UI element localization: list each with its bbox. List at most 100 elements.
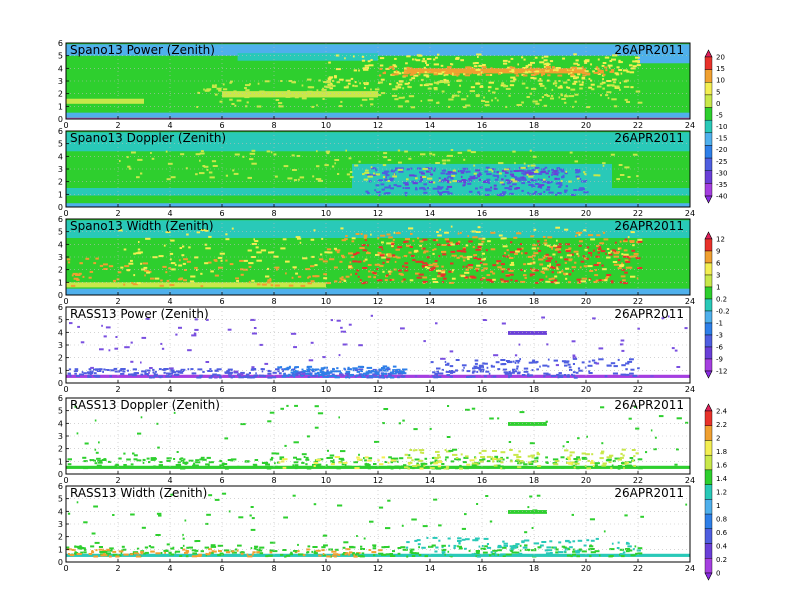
- data-cell: [89, 370, 92, 373]
- data-cell: [469, 275, 475, 278]
- data-cell: [372, 174, 377, 176]
- data-cell: [532, 261, 536, 264]
- data-cell: [625, 260, 631, 263]
- data-cell: [444, 81, 450, 84]
- data-cell: [446, 374, 451, 377]
- data-cell: [113, 367, 118, 370]
- data-cell: [204, 243, 208, 246]
- data-cell: [420, 172, 425, 175]
- data-cell: [349, 176, 354, 179]
- data-cell: [521, 189, 524, 192]
- data-cell: [322, 356, 326, 359]
- data-cell: [556, 266, 559, 269]
- colorbar-label: 1.6: [716, 462, 728, 470]
- data-cell: [214, 376, 218, 379]
- data-cell: [509, 192, 514, 195]
- data-cell: [576, 467, 580, 470]
- data-cell: [315, 178, 322, 181]
- data-cell: [230, 80, 233, 83]
- data-cell: [205, 554, 208, 557]
- data-cell: [584, 173, 587, 176]
- data-cell: [361, 374, 363, 376]
- data-cell: [455, 242, 459, 245]
- data-cell: [633, 255, 638, 258]
- data-cell: [340, 100, 343, 103]
- data-cell: [343, 552, 347, 554]
- data-cell: [433, 498, 438, 501]
- data-cell: [357, 365, 364, 368]
- data-cell: [445, 179, 450, 182]
- data-cell: [120, 368, 126, 370]
- data-cell: [415, 68, 419, 71]
- data-cell: [339, 78, 344, 81]
- data-cell: [350, 273, 352, 276]
- data-cell: [590, 83, 595, 86]
- data-cell: [637, 552, 643, 555]
- data-cell: [623, 461, 627, 464]
- x-tick-label: 0: [63, 121, 68, 130]
- data-cell: [190, 275, 196, 278]
- data-cell: [625, 79, 629, 82]
- data-cell: [571, 373, 573, 376]
- data-cell: [427, 187, 429, 190]
- data-cell: [418, 180, 422, 183]
- data-cell: [273, 153, 277, 156]
- data-cell: [530, 267, 532, 270]
- data-cell: [450, 555, 453, 558]
- data-cell: [133, 458, 138, 461]
- data-cell: [441, 463, 445, 465]
- data-cell: [637, 238, 643, 241]
- data-cell: [637, 327, 640, 330]
- data-cell: [321, 549, 325, 552]
- panel-date: 26APR2011: [614, 307, 684, 321]
- data-cell: [586, 246, 590, 249]
- data-cell: [329, 87, 333, 90]
- data-cell: [362, 67, 367, 70]
- data-cell: [294, 404, 298, 407]
- data-cell: [186, 260, 191, 263]
- data-cell: [103, 268, 108, 270]
- data-cell: [166, 372, 171, 375]
- data-cell: [396, 185, 402, 188]
- data-cell: [205, 318, 209, 321]
- data-cell: [610, 69, 615, 72]
- data-cell: [393, 70, 396, 73]
- x-tick-label: 20: [581, 385, 591, 394]
- data-cell: [231, 227, 234, 230]
- data-cell: [401, 370, 405, 373]
- data-cell: [488, 81, 494, 84]
- data-cell: [296, 155, 301, 157]
- data-cell: [571, 461, 575, 464]
- data-cell: [595, 362, 600, 365]
- data-cell: [216, 87, 222, 90]
- y-tick-label: 5: [58, 52, 63, 61]
- data-cell: [429, 268, 434, 271]
- data-cell: [217, 544, 224, 547]
- x-tick-label: 12: [373, 476, 383, 485]
- data-cell: [575, 175, 580, 178]
- data-cell: [488, 89, 491, 92]
- data-cell: [400, 546, 406, 549]
- x-tick-label: 16: [477, 564, 487, 573]
- data-cell: [534, 72, 540, 75]
- data-cell: [394, 169, 397, 172]
- data-cell: [627, 255, 632, 258]
- data-cell: [326, 555, 331, 558]
- data-cell: [497, 417, 500, 420]
- data-cell: [76, 501, 79, 504]
- data-cell: [547, 170, 550, 173]
- data-cell: [332, 79, 334, 82]
- data-cell: [251, 368, 256, 370]
- data-cell: [455, 359, 460, 361]
- data-cell: [433, 376, 439, 379]
- data-cell: [622, 553, 625, 556]
- data-cell: [471, 553, 477, 556]
- data-cell: [364, 373, 368, 376]
- data-cell: [553, 359, 558, 362]
- data-cell: [195, 153, 201, 156]
- data-region: [66, 282, 326, 288]
- data-cell: [148, 371, 150, 374]
- data-cell: [467, 264, 474, 266]
- data-cell: [462, 184, 465, 187]
- data-cell: [532, 509, 538, 512]
